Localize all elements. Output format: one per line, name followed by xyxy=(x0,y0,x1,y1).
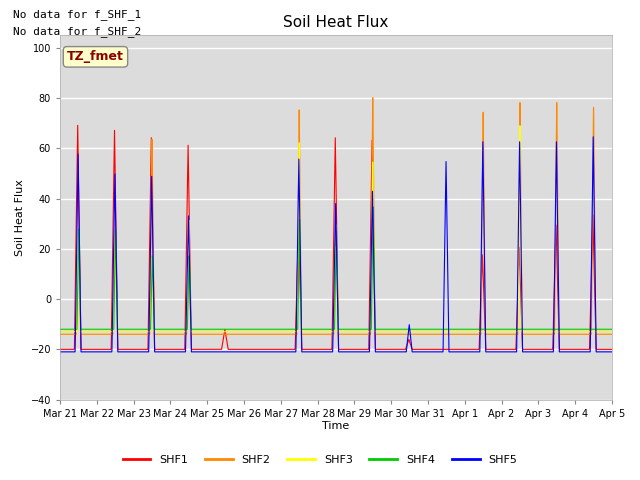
SHF1 xyxy=(491,347,499,352)
Title: Soil Heat Flux: Soil Heat Flux xyxy=(284,15,388,30)
Line: SHF4: SHF4 xyxy=(60,207,612,329)
SHF2 xyxy=(460,331,467,337)
X-axis label: Time: Time xyxy=(323,421,349,432)
SHF5 xyxy=(607,349,615,355)
SHF1 xyxy=(56,347,64,352)
SHF5 xyxy=(156,349,163,355)
SHF2 xyxy=(369,95,376,100)
SHF2 xyxy=(607,331,615,337)
SHF1 xyxy=(607,347,615,352)
Y-axis label: Soil Heat Flux: Soil Heat Flux xyxy=(15,179,25,256)
SHF4 xyxy=(316,326,323,332)
SHF1 xyxy=(460,347,467,352)
SHF2 xyxy=(608,331,616,337)
Text: TZ_fmet: TZ_fmet xyxy=(67,50,124,63)
SHF2 xyxy=(429,331,437,337)
Legend: SHF1, SHF2, SHF3, SHF4, SHF5: SHF1, SHF2, SHF3, SHF4, SHF5 xyxy=(118,451,522,469)
SHF5 xyxy=(56,349,64,355)
SHF3 xyxy=(316,329,323,335)
SHF2 xyxy=(316,331,323,337)
SHF1 xyxy=(608,347,616,352)
Line: SHF2: SHF2 xyxy=(60,97,612,334)
Line: SHF5: SHF5 xyxy=(60,137,612,352)
Text: No data for f_SHF_1: No data for f_SHF_1 xyxy=(13,9,141,20)
SHF2 xyxy=(156,331,163,337)
SHF3 xyxy=(56,329,64,335)
SHF1 xyxy=(429,347,437,352)
SHF5 xyxy=(491,349,499,355)
SHF5 xyxy=(429,349,437,355)
SHF3 xyxy=(429,329,437,335)
SHF3 xyxy=(491,329,499,335)
SHF5 xyxy=(460,349,467,355)
SHF4 xyxy=(608,326,616,332)
SHF4 xyxy=(491,326,499,332)
SHF1 xyxy=(74,122,81,128)
SHF4 xyxy=(607,326,615,332)
Line: SHF3: SHF3 xyxy=(60,126,612,332)
SHF5 xyxy=(589,134,597,140)
SHF5 xyxy=(316,349,323,355)
SHF4 xyxy=(460,326,467,332)
SHF5 xyxy=(608,349,616,355)
SHF3 xyxy=(608,329,616,335)
SHF4 xyxy=(429,326,437,332)
SHF2 xyxy=(491,331,499,337)
Line: SHF1: SHF1 xyxy=(60,125,612,349)
SHF4 xyxy=(56,326,64,332)
SHF4 xyxy=(369,204,377,210)
Text: No data for f_SHF_2: No data for f_SHF_2 xyxy=(13,25,141,36)
SHF3 xyxy=(607,329,615,335)
SHF4 xyxy=(156,326,163,332)
SHF3 xyxy=(156,329,163,335)
SHF3 xyxy=(460,329,467,335)
SHF1 xyxy=(156,347,163,352)
SHF2 xyxy=(56,331,64,337)
SHF3 xyxy=(516,123,524,129)
SHF1 xyxy=(316,347,323,352)
